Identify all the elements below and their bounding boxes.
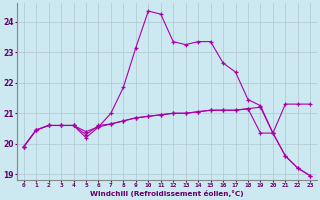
X-axis label: Windchill (Refroidissement éolien,°C): Windchill (Refroidissement éolien,°C) [90, 190, 244, 197]
